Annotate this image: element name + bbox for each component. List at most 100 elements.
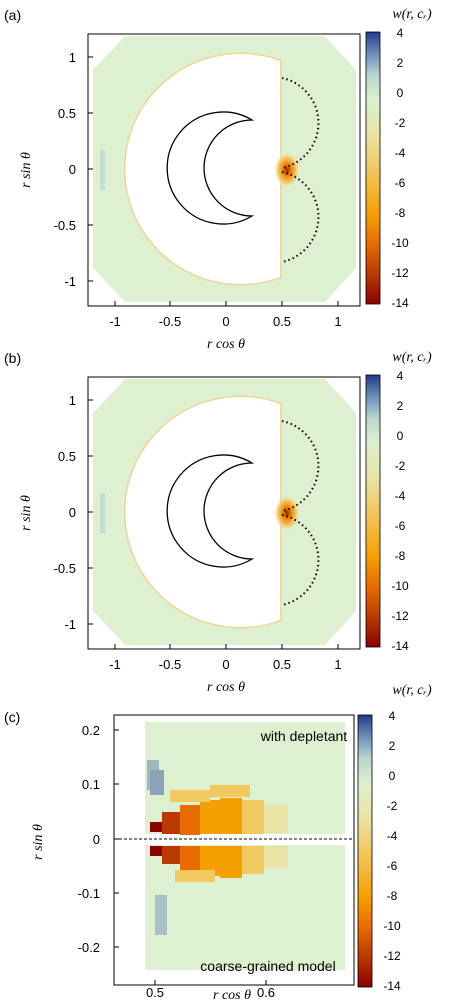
panel-a-ytick: 1	[69, 50, 76, 65]
panel-c-ytick: -0.1	[78, 886, 100, 901]
cbar-tick: -8	[387, 889, 398, 903]
panel-a-ytick: 0	[69, 162, 76, 177]
heatmap-cell	[170, 790, 210, 802]
panel-a-x-axis: -1 -0.5 0 0.5 1 r cos θ	[109, 301, 341, 352]
panel-c: (c) with depletant coarse-grained model …	[4, 683, 432, 1002]
panel-b-ytick: 0.5	[58, 449, 76, 464]
panel-b-xlabel: r cos θ	[207, 680, 245, 695]
panel-a-label: (a)	[4, 7, 21, 23]
cbar-tick: -2	[395, 459, 406, 473]
cbar-tick: -12	[391, 609, 409, 623]
cbar-tick: -10	[391, 236, 409, 250]
panel-b-ylabel: r sin θ	[19, 495, 34, 531]
colorbar-label: w(r, cᵣ)	[392, 7, 432, 22]
heatmap-cell	[162, 812, 180, 834]
cbar-tick: 0	[389, 769, 396, 783]
heatmap-cell	[155, 895, 167, 935]
cbar-tick: -4	[395, 146, 406, 160]
panel-b-hotspot	[274, 495, 300, 531]
panel-c-y-axis: 0.2 0.1 0 -0.1 -0.2 r sin θ	[31, 723, 119, 955]
panel-b-x-axis: -1 -0.5 0 0.5 1 r cos θ	[109, 644, 341, 695]
cbar-tick: 4	[397, 26, 404, 40]
colorbar-label: w(r, cᵣ)	[392, 683, 432, 698]
heatmap-cell	[210, 785, 250, 797]
heatmap-cell	[264, 805, 288, 833]
panel-a-ytick: -1	[64, 274, 76, 289]
panel-a-streak	[100, 150, 105, 190]
panel-c-ytick: 0.2	[82, 723, 100, 738]
cbar-tick: 4	[397, 369, 404, 383]
panel-a-xlabel: r cos θ	[207, 337, 245, 352]
heatmap-cell	[264, 846, 288, 868]
panel-a-ytick: 0.5	[58, 106, 76, 121]
panel-c-ytick: 0.1	[82, 777, 100, 792]
panel-c-ytick: -0.2	[78, 940, 100, 955]
cbar-tick: -8	[395, 206, 406, 220]
heatmap-cell	[162, 846, 180, 864]
cbar-tick: -12	[383, 949, 401, 963]
heatmap-cell	[220, 846, 242, 878]
panel-a-xtick: 0.5	[273, 314, 291, 329]
cbar-tick: -14	[383, 979, 401, 993]
panel-b-ytick: 0	[69, 505, 76, 520]
panel-a-xtick: -1	[109, 314, 121, 329]
panel-c-annotation-bottom: coarse-grained model	[200, 958, 335, 974]
panel-b-xtick: -1	[109, 657, 121, 672]
cbar-tick: -2	[395, 116, 406, 130]
panel-a-colorbar: w(r, cᵣ) 4 2 0 -2 -4 -6 -8 -10 -12 -14	[366, 7, 432, 310]
heatmap-cell	[242, 846, 264, 874]
panel-c-heatmap	[145, 722, 345, 970]
panel-b-xtick: 0.5	[273, 657, 291, 672]
panel-b-streak	[100, 493, 105, 533]
heatmap-cell	[220, 798, 242, 834]
panel-a-ylabel: r sin θ	[19, 152, 34, 188]
cbar-tick: -12	[391, 266, 409, 280]
panel-c-colorbar: w(r, cᵣ) 4 2 0 -2 -4 -6 -8 -10 -12 -14	[358, 683, 432, 993]
cbar-tick: 0	[397, 429, 404, 443]
cbar-tick: -2	[387, 799, 398, 813]
panel-b-xtick: 1	[334, 657, 341, 672]
cbar-tick: 2	[397, 56, 404, 70]
panel-b-ytick: 1	[69, 393, 76, 408]
heatmap-cell	[175, 870, 215, 882]
panel-a-y-axis: 1 0.5 0 -0.5 -1 r sin θ	[19, 50, 93, 289]
panel-b-ytick: -1	[64, 617, 76, 632]
panel-b-label: (b)	[4, 350, 21, 366]
cbar-tick: 4	[389, 709, 396, 723]
panel-c-xlabel: r cos θ	[213, 988, 251, 1002]
panel-a-ytick: -0.5	[54, 218, 76, 233]
heatmap-cell	[150, 770, 164, 795]
cbar-tick: 2	[389, 739, 396, 753]
panel-c-label: (c)	[4, 709, 20, 725]
panel-b-y-axis: 1 0.5 0 -0.5 -1 r sin θ	[19, 393, 93, 632]
cbar-tick: 2	[397, 399, 404, 413]
heatmap-cell	[150, 822, 162, 832]
colorbar-label: w(r, cᵣ)	[392, 350, 432, 365]
panel-b-xtick: 0	[222, 657, 229, 672]
panel-b-ytick: -0.5	[54, 561, 76, 576]
panel-c-annotation-top: with depletant	[260, 728, 348, 744]
cbar-tick: -10	[391, 579, 409, 593]
cbar-tick: -4	[395, 489, 406, 503]
heatmap-cell	[180, 846, 200, 870]
heatmap-cell	[150, 846, 162, 856]
cbar-tick: -14	[391, 639, 409, 653]
panel-a: (a) 1 0.5 0 -0.5 -1 r sin θ	[4, 7, 432, 352]
cbar-tick: -6	[395, 519, 406, 533]
panel-a-hotspot	[274, 152, 300, 188]
panel-a-xtick: 1	[334, 314, 341, 329]
cbar-tick: 0	[397, 86, 404, 100]
cbar-tick: -6	[395, 176, 406, 190]
cbar-tick: -10	[383, 919, 401, 933]
panel-c-xtick: 0.5	[146, 985, 164, 1000]
panel-b: (b) 1 0.5 0 -0.5 -1 r sin θ	[4, 350, 432, 695]
panel-c-ylabel: r sin θ	[31, 824, 46, 860]
panel-b-colorbar: w(r, cᵣ) 4 2 0 -2 -4 -6 -8 -10 -12 -14	[366, 350, 432, 653]
cbar-tick: -14	[391, 296, 409, 310]
cbar-tick: -6	[387, 859, 398, 873]
panel-c-ytick: 0	[93, 832, 100, 847]
panel-a-xtick: -0.5	[159, 314, 181, 329]
panel-b-xtick: -0.5	[159, 657, 181, 672]
heatmap-cell	[242, 800, 264, 834]
